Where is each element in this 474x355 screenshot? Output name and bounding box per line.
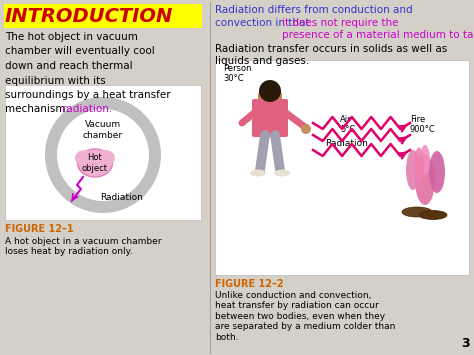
Ellipse shape [420, 145, 430, 175]
Text: convection in that: convection in that [215, 18, 313, 28]
Text: INTRODUCTION: INTRODUCTION [5, 6, 173, 26]
Circle shape [45, 97, 161, 213]
FancyBboxPatch shape [215, 60, 469, 275]
Text: Radiation differs from conduction and: Radiation differs from conduction and [215, 5, 413, 15]
Text: down and reach thermal: down and reach thermal [5, 61, 133, 71]
Text: Fire: Fire [410, 115, 425, 124]
Ellipse shape [250, 169, 266, 176]
Text: The hot object in vacuum: The hot object in vacuum [5, 32, 138, 42]
Text: Radiation: Radiation [325, 138, 368, 147]
Ellipse shape [274, 169, 290, 176]
FancyBboxPatch shape [4, 4, 202, 28]
Ellipse shape [95, 150, 115, 166]
Text: Person: Person [223, 64, 252, 73]
FancyBboxPatch shape [5, 85, 201, 220]
Ellipse shape [414, 147, 424, 182]
Text: radiation.: radiation. [62, 104, 112, 115]
Circle shape [259, 80, 281, 102]
Circle shape [301, 124, 311, 134]
Text: Vacuum
chamber: Vacuum chamber [83, 120, 123, 140]
Ellipse shape [429, 151, 445, 193]
Ellipse shape [419, 211, 447, 219]
Ellipse shape [402, 207, 432, 217]
Text: surroundings by a heat transfer: surroundings by a heat transfer [5, 90, 171, 100]
Text: 30°C: 30°C [223, 74, 244, 83]
Text: it does not require the
presence of a material medium to take place.: it does not require the presence of a ma… [282, 18, 474, 40]
Ellipse shape [78, 149, 112, 177]
Text: FIGURE 12–2: FIGURE 12–2 [215, 279, 283, 289]
Text: chamber will eventually cool: chamber will eventually cool [5, 47, 155, 56]
Text: 3: 3 [461, 337, 470, 350]
Text: Air: Air [340, 115, 352, 124]
Text: mechanism:: mechanism: [5, 104, 73, 115]
Circle shape [258, 85, 282, 109]
Text: Unlike conduction and convection,
heat transfer by radiation can occur
between t: Unlike conduction and convection, heat t… [215, 291, 395, 342]
Text: 5°C: 5°C [340, 125, 355, 134]
Text: Hot
object: Hot object [82, 153, 108, 173]
Ellipse shape [406, 150, 420, 190]
Text: A hot object in a vacuum chamber
loses heat by radiation only.: A hot object in a vacuum chamber loses h… [5, 237, 162, 256]
Text: Radiation: Radiation [100, 192, 143, 202]
Text: equilibrium with its: equilibrium with its [5, 76, 106, 86]
Ellipse shape [75, 150, 95, 166]
FancyBboxPatch shape [252, 99, 288, 137]
Ellipse shape [415, 155, 435, 205]
Text: FIGURE 12–1: FIGURE 12–1 [5, 224, 73, 234]
Text: Radiation transfer occurs in solids as well as
liquids and gases.: Radiation transfer occurs in solids as w… [215, 44, 447, 66]
Text: 900°C: 900°C [410, 125, 436, 134]
Circle shape [57, 109, 149, 201]
